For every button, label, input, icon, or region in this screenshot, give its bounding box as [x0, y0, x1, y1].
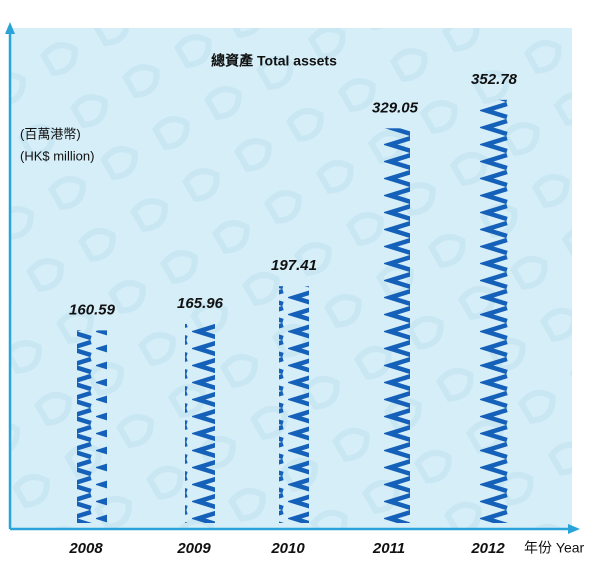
chart-title: 總資產 Total assets — [211, 53, 337, 69]
bar — [380, 128, 410, 524]
bar — [185, 323, 215, 523]
y-axis-arrow — [5, 22, 15, 34]
x-tick-label: 2012 — [470, 540, 505, 557]
value-label: 197.41 — [271, 257, 317, 274]
bar — [77, 330, 107, 523]
y-axis-label: (HK$ million) — [20, 148, 94, 163]
value-label: 160.59 — [69, 301, 116, 318]
x-axis-arrow — [568, 524, 580, 534]
value-label: 329.05 — [372, 99, 419, 116]
value-label: 165.96 — [177, 295, 224, 312]
x-tick-label: 2011 — [372, 540, 405, 557]
bar — [479, 99, 509, 524]
x-tick-label: 2009 — [176, 540, 211, 557]
y-axis-label: (百萬港幣) — [20, 126, 81, 141]
value-label: 352.78 — [471, 71, 518, 88]
x-axis-label: 年份 Year — [524, 540, 585, 556]
x-tick-label: 2010 — [270, 540, 305, 557]
x-tick-label: 2008 — [68, 540, 103, 557]
bar — [279, 286, 309, 523]
